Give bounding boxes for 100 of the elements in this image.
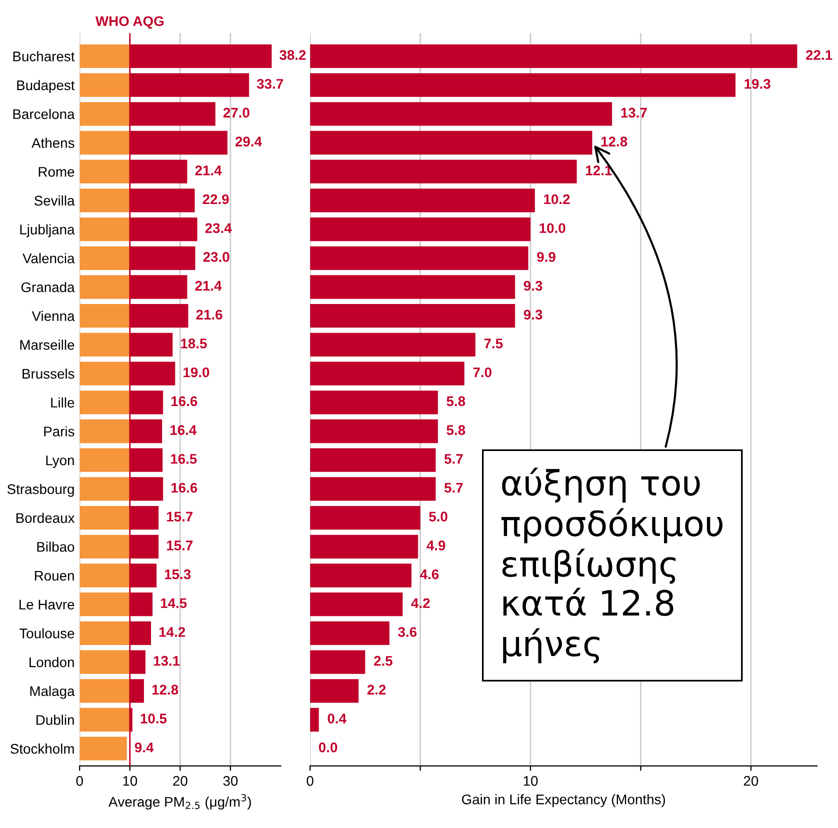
total-label: 16.6 [171, 482, 198, 493]
x-tick-label: 30 [223, 776, 238, 786]
bar [80, 160, 130, 184]
bar [310, 477, 436, 501]
bar [310, 621, 390, 646]
total-label: 13.1 [154, 656, 180, 666]
y-tick-label: Sevilla [34, 195, 75, 206]
y-tick-label: Bucharest [13, 51, 75, 62]
bar [80, 621, 130, 646]
text: 10.2 [544, 194, 570, 204]
y-tick-label: Strasbourg [7, 484, 74, 497]
total-label: 27.0 [223, 108, 250, 118]
bar [310, 362, 464, 386]
text: 4.2 [411, 598, 430, 608]
bar [310, 708, 319, 732]
y-tick-label: Le Havre [20, 600, 74, 610]
bar [310, 564, 412, 588]
bar [80, 246, 130, 270]
bar [310, 390, 438, 414]
bar [80, 362, 130, 386]
total-label: 14.5 [160, 598, 187, 608]
y-tick-label: Paris [44, 426, 74, 436]
text: 9.3 [524, 280, 542, 291]
y-tick-label: Marseille [20, 340, 74, 350]
total-label: 33.7 [256, 78, 284, 89]
y-tick-label: Barcelona [13, 108, 75, 120]
bar [80, 188, 130, 212]
y-tick-label: Ljubljana [20, 224, 75, 238]
bar [310, 160, 577, 184]
bar [310, 188, 535, 212]
bar [310, 592, 403, 616]
bar [80, 44, 130, 68]
text: 0.0 [318, 742, 338, 752]
x-axis-title: Gain in Life Expectancy (Months) [462, 794, 665, 808]
total-label: 23.4 [205, 223, 232, 234]
text: 5.8 [446, 396, 466, 406]
bar [80, 102, 130, 126]
y-tick-label: Valencia [22, 253, 75, 264]
text: 2.2 [367, 684, 386, 694]
text: 7.0 [473, 367, 492, 378]
total-label: 10.5 [140, 714, 167, 724]
bar [310, 448, 436, 472]
total-label: 16.6 [171, 396, 198, 406]
total-label: 22.9 [202, 194, 229, 204]
bar [310, 275, 516, 299]
ref-line-label: WHO AQG [95, 16, 164, 29]
y-tick-label: Bilbao [37, 542, 74, 552]
total-label: 19.0 [184, 367, 210, 378]
total-label: 29.4 [235, 136, 262, 146]
bar [310, 534, 418, 558]
text: 7.5 [484, 338, 503, 348]
y-tick-label: Vienna [32, 310, 75, 322]
text: 19.3 [744, 78, 770, 89]
bar [80, 332, 130, 357]
x-tick-label: 10 [123, 776, 138, 786]
bar [80, 592, 130, 616]
bar [80, 419, 130, 444]
bar [80, 736, 127, 760]
bar [80, 564, 130, 588]
text: 4.6 [420, 569, 439, 580]
bar [80, 217, 130, 242]
bar [310, 217, 530, 242]
x-tick-label: 0 [76, 776, 83, 786]
bar [80, 506, 130, 530]
bar [80, 534, 130, 558]
text: 12.1 [586, 165, 612, 176]
bar [80, 304, 130, 328]
bar [80, 477, 130, 501]
text: 3.6 [398, 627, 417, 637]
bar [80, 275, 130, 299]
bar [310, 102, 612, 126]
y-tick-label: Dublin [36, 714, 74, 725]
x-tick-label: 10 [524, 776, 538, 786]
bar [310, 332, 476, 357]
bar [310, 130, 592, 155]
total-label: 14.2 [159, 627, 186, 637]
text: 12.8 [601, 136, 628, 146]
bar [310, 679, 359, 703]
text: 13.7 [621, 108, 647, 118]
text: 5.8 [446, 425, 466, 435]
y-tick-label: Brussels [22, 368, 74, 379]
text: 10.0 [540, 223, 566, 234]
total-label: 21.4 [195, 165, 222, 176]
total-label: 21.6 [196, 310, 222, 320]
bar [80, 708, 130, 732]
y-tick-label: Bordeaux [16, 512, 75, 523]
text: 5.7 [444, 482, 463, 493]
y-tick-label: Rome [38, 167, 74, 177]
total-label: 18.5 [181, 338, 207, 348]
text: 5.7 [444, 454, 463, 464]
total-label: 16.5 [170, 454, 197, 464]
y-tick-label: Athens [32, 138, 74, 148]
text: 0.4 [328, 714, 346, 724]
total-label: 15.7 [166, 540, 193, 550]
text: 4.9 [426, 540, 446, 550]
bar [80, 448, 130, 472]
bar [80, 650, 130, 674]
y-tick-label: Malaga [30, 686, 75, 699]
y-tick-label: Lille [51, 397, 74, 408]
text: 5.0 [429, 512, 448, 522]
